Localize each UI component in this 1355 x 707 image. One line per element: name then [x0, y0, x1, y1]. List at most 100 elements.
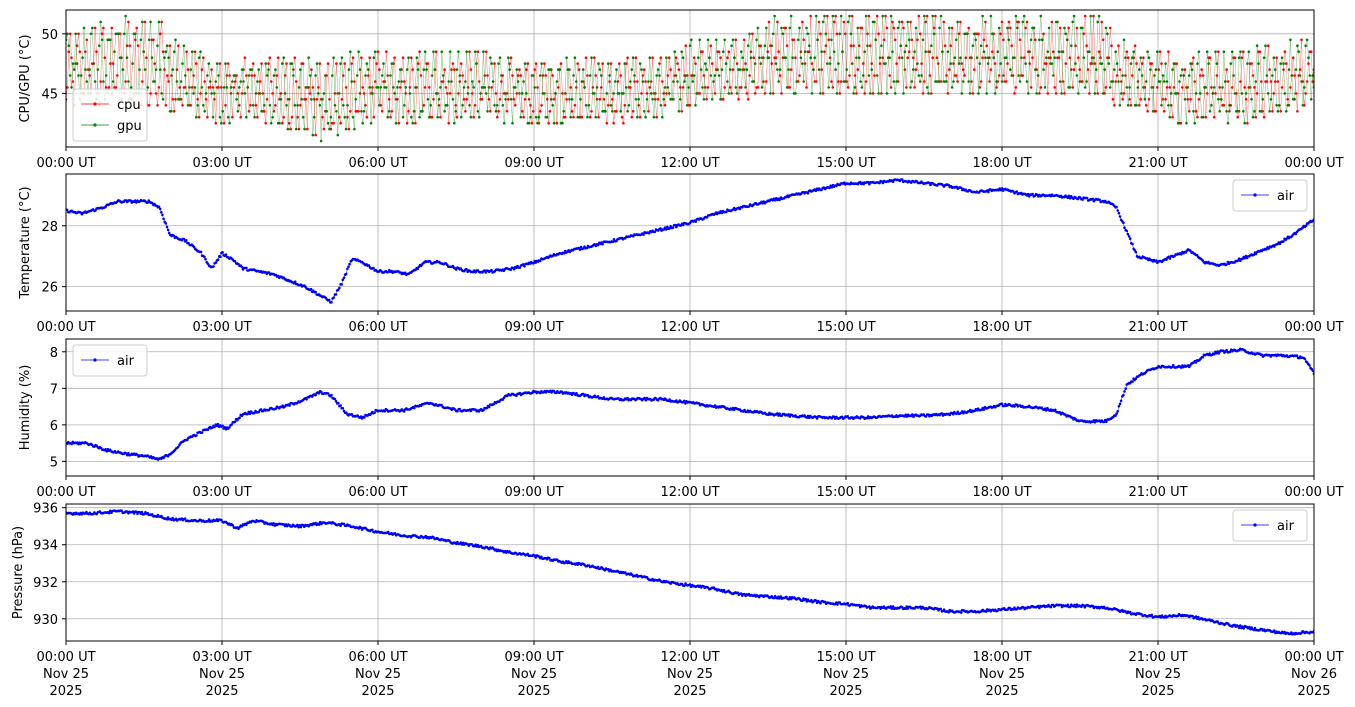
data-point-cpu [160, 20, 163, 24]
data-point-gpu [946, 50, 950, 53]
data-point-cpu [694, 62, 697, 65]
data-point-cpu [959, 20, 962, 24]
data-point-cpu [547, 121, 550, 125]
data-point-gpu [961, 80, 965, 83]
data-point-cpu [222, 121, 226, 125]
data-point-cpu [817, 20, 821, 24]
data-point-cpu [1122, 92, 1126, 95]
data-point-cpu [256, 115, 259, 119]
data-point-gpu [1189, 62, 1192, 65]
data-point-cpu [935, 56, 939, 59]
x-tick-label-line: 06:00 UT [348, 156, 407, 171]
data-point-cpu [276, 56, 280, 59]
data-point-gpu [70, 86, 73, 89]
data-point-gpu [1132, 50, 1135, 53]
data-point-cpu [765, 80, 768, 83]
data-point-gpu [504, 98, 507, 101]
y-axis-label: Humidity (%) [18, 365, 33, 451]
data-point-gpu [920, 74, 923, 77]
data-point-gpu [71, 62, 75, 65]
data-point-air [195, 434, 198, 437]
data-point-air [257, 410, 261, 414]
data-point-cpu [545, 98, 549, 101]
data-point-cpu [128, 44, 132, 47]
data-point-gpu [174, 38, 177, 42]
data-point-air [653, 230, 657, 234]
data-point-gpu [773, 14, 776, 18]
data-point-air [804, 597, 807, 601]
data-point-air [601, 242, 604, 246]
data-point-cpu [453, 68, 456, 71]
data-point-gpu [1036, 74, 1040, 77]
data-point-gpu [441, 74, 445, 77]
data-point-gpu [472, 86, 476, 89]
data-point-gpu [1014, 14, 1018, 18]
data-point-gpu [1029, 38, 1033, 42]
data-point-cpu [153, 62, 156, 65]
data-point-gpu [1286, 104, 1289, 107]
data-point-gpu [1101, 92, 1105, 95]
data-point-air [688, 583, 692, 586]
data-point-cpu [832, 20, 836, 24]
data-point-cpu [1096, 92, 1099, 95]
data-point-cpu [606, 104, 610, 107]
data-point-air [878, 181, 881, 185]
data-point-air [905, 605, 908, 608]
data-point-cpu [1266, 44, 1270, 47]
data-point-gpu [349, 50, 352, 53]
data-point-gpu [398, 68, 402, 71]
data-point-cpu [863, 92, 866, 95]
x-tick-label-line: 03:00 UT [192, 156, 251, 171]
data-point-gpu [378, 104, 381, 107]
data-point-cpu [681, 86, 685, 89]
data-point-gpu [1251, 115, 1255, 119]
data-point-gpu [1161, 74, 1165, 77]
data-point-air [1092, 419, 1096, 422]
data-point-cpu [538, 110, 542, 113]
data-point-cpu [149, 92, 152, 95]
data-point-cpu [814, 80, 818, 83]
data-point-gpu [691, 80, 695, 83]
data-point-gpu [1020, 56, 1023, 59]
data-point-gpu [959, 56, 962, 59]
data-point-air [890, 607, 894, 610]
data-point-gpu [247, 74, 251, 77]
data-point-gpu [256, 80, 259, 83]
data-point-gpu [805, 26, 808, 30]
data-point-gpu [1046, 50, 1050, 53]
data-point-gpu [368, 86, 372, 89]
data-point-air [140, 510, 144, 514]
data-point-gpu [393, 92, 396, 95]
data-point-cpu [437, 104, 441, 107]
data-point-gpu [580, 80, 584, 83]
data-point-cpu [299, 104, 302, 107]
data-point-gpu [515, 68, 518, 71]
data-point-gpu [88, 68, 91, 71]
x-tick-label: 18:00 UT [972, 156, 1031, 171]
data-point-gpu [416, 68, 420, 71]
data-point-gpu [351, 115, 355, 119]
data-point-air [228, 426, 231, 429]
data-point-gpu [819, 92, 822, 95]
data-point-gpu [881, 14, 884, 18]
data-point-gpu [111, 80, 115, 83]
data-point-cpu [907, 50, 911, 53]
data-point-gpu [1058, 80, 1062, 83]
data-point-cpu [857, 44, 861, 47]
data-point-gpu [810, 92, 814, 95]
data-point-cpu [525, 68, 528, 71]
data-point-gpu [373, 50, 377, 53]
data-point-gpu [681, 56, 685, 59]
data-point-gpu [335, 110, 338, 113]
data-point-cpu [360, 56, 363, 59]
data-point-gpu [122, 32, 126, 36]
x-tick-label-line: 21:00 UT [1128, 320, 1187, 335]
data-point-gpu [767, 56, 771, 59]
data-point-gpu [1096, 20, 1099, 24]
data-point-gpu [862, 74, 865, 77]
data-point-gpu [507, 56, 510, 59]
data-point-cpu [147, 104, 151, 107]
data-point-cpu [401, 56, 405, 59]
data-point-gpu [1078, 80, 1081, 83]
data-point-gpu [1225, 110, 1228, 113]
